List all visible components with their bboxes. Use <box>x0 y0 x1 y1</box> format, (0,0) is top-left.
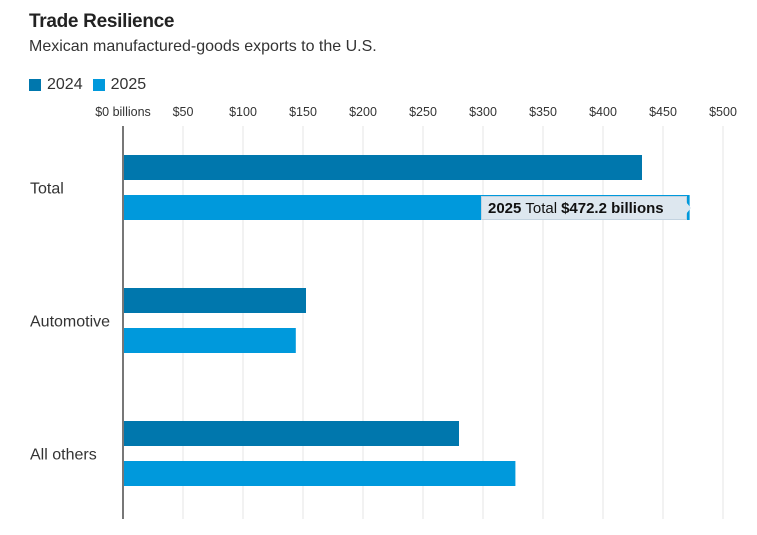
bar-2025-automotive[interactable] <box>123 328 296 353</box>
category-label: All others <box>30 447 97 464</box>
chart-subtitle: Mexican manufactured-goods exports to th… <box>29 38 377 55</box>
tooltip-arrow-icon <box>685 202 691 214</box>
bar-2024-all-others[interactable] <box>123 421 459 446</box>
bar-2025-all-others[interactable] <box>123 461 516 486</box>
bar-2024-total[interactable] <box>123 155 642 180</box>
tooltip-value: $472.2 billions <box>561 199 664 217</box>
legend-label-2024: 2024 <box>47 76 83 93</box>
x-tick-label: $500 <box>709 105 737 119</box>
x-tick-label: $0 billions <box>95 105 151 119</box>
x-tick-label: $50 <box>173 105 194 119</box>
x-tick-label: $350 <box>529 105 557 119</box>
x-tick-label: $200 <box>349 105 377 119</box>
legend-swatch-2024 <box>29 79 41 91</box>
legend: 2024 2025 <box>29 76 156 94</box>
category-label: Total <box>30 181 64 198</box>
bar-tooltip: 2025 Total $472.2 billions <box>481 196 687 220</box>
legend-swatch-2025 <box>92 79 105 91</box>
chart-title: Trade Resilience <box>29 11 175 32</box>
x-tick-label: $250 <box>409 105 437 119</box>
x-tick-label: $400 <box>589 105 617 119</box>
tooltip-year: 2025 <box>488 199 522 217</box>
x-tick-label: $100 <box>229 105 257 119</box>
bar-2024-automotive[interactable] <box>123 288 306 313</box>
category-label: Automotive <box>30 314 110 331</box>
tooltip-category: Total <box>525 199 558 217</box>
legend-label-2025: 2025 <box>110 76 147 93</box>
x-tick-label: $300 <box>469 105 497 119</box>
x-tick-label: $150 <box>289 105 317 119</box>
legend-item-2024[interactable]: 2024 <box>29 76 83 94</box>
legend-item-2025[interactable]: 2025 <box>92 76 147 94</box>
x-tick-label: $450 <box>649 105 677 119</box>
